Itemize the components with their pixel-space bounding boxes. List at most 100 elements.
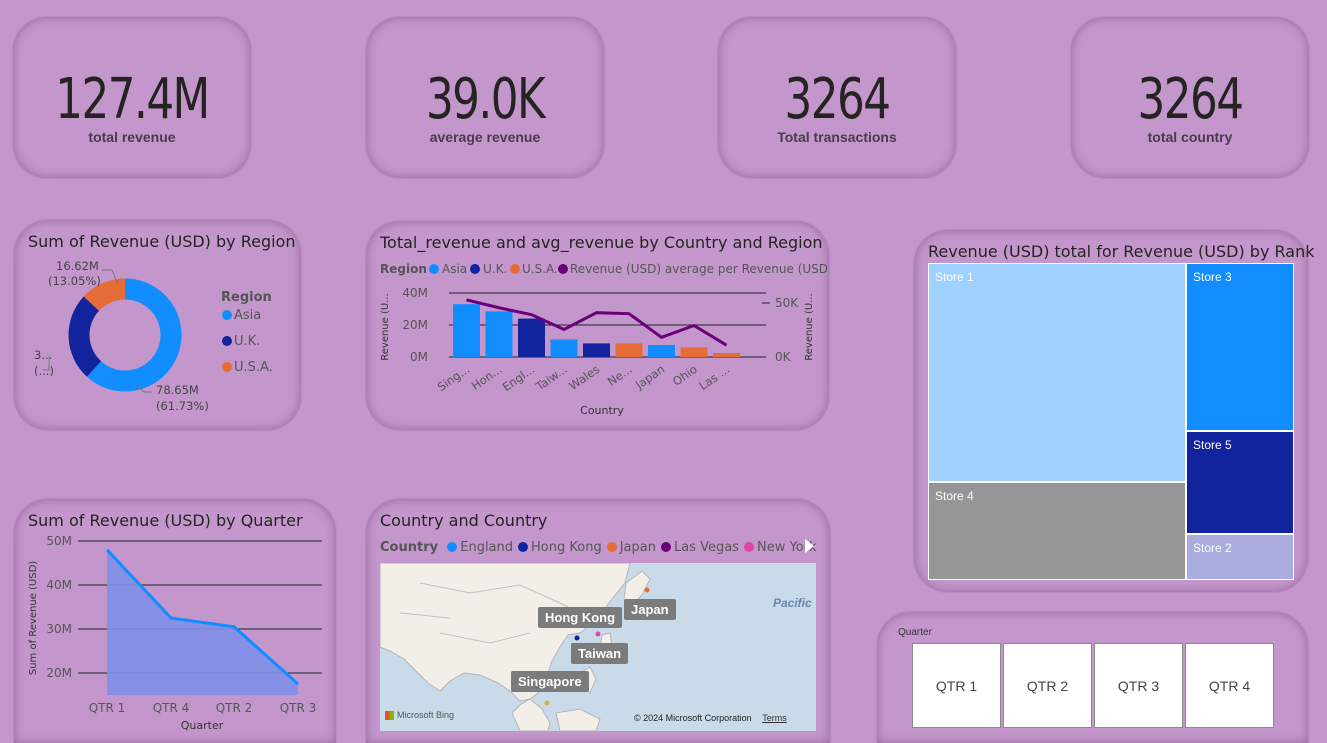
map-label-singapore: Singapore	[511, 671, 589, 692]
bar[interactable]	[615, 343, 643, 357]
region-donut-card[interactable]: Sum of Revenue (USD) by Region 16.62M (1…	[14, 220, 301, 430]
slicer-option-qtr-4[interactable]: QTR 4	[1185, 643, 1274, 728]
x-tick: QTR 4	[153, 701, 190, 715]
quarter-area-svg[interactable]: 50M 40M 30M 20M Sum of Revenue (USD) Qua…	[14, 499, 336, 743]
legend-marker	[222, 336, 232, 346]
x-tick: Las ...	[696, 362, 732, 393]
map-legend-item[interactable]: Japan	[606, 540, 656, 555]
donut-label-uk-pct: (...)	[34, 364, 54, 378]
legend-marker	[518, 542, 529, 552]
map-terms-link[interactable]: Terms	[762, 713, 787, 723]
bar[interactable]	[713, 353, 740, 357]
map-borders	[399, 582, 581, 644]
treemap-area[interactable]: Store 1 Store 4 Store 3 Store 5 Store 2	[928, 263, 1294, 580]
kpi-value: 3264	[784, 67, 891, 132]
legend-item: U.S.A.	[234, 360, 273, 375]
y-tick: 20M	[402, 318, 428, 332]
legend-avg-marker	[558, 264, 568, 274]
x-tick: QTR 3	[280, 701, 317, 715]
donut-label-usa-pct: (13.05%)	[48, 274, 101, 288]
map-legend-item[interactable]: Las Vegas	[660, 540, 739, 555]
map-point-singapore[interactable]	[544, 700, 550, 706]
bar[interactable]	[453, 304, 480, 357]
donut-slice-asia[interactable]	[86, 278, 182, 392]
bar[interactable]	[680, 347, 708, 357]
legend-title: Country	[380, 540, 439, 555]
treemap-card[interactable]: Revenue (USD) total for Revenue (USD) by…	[914, 230, 1315, 592]
legend-uk-marker	[470, 264, 480, 274]
chart-title: Total_revenue and avg_revenue by Country…	[380, 233, 823, 252]
x-tick: Ohio	[670, 362, 700, 389]
x-tick: Wales	[566, 362, 602, 393]
bar[interactable]	[550, 339, 578, 357]
map-point-japan[interactable]	[644, 587, 650, 593]
legend-asia-marker	[429, 264, 439, 274]
kpi-label: Total transactions	[777, 129, 897, 145]
kpi-value: 39.0K	[425, 67, 546, 132]
quarter-area-card[interactable]: Sum of Revenue (USD) by Quarter 50M 40M …	[14, 499, 336, 743]
treemap-tile-store-5[interactable]: Store 5	[1186, 431, 1294, 534]
slicer-option-qtr-3[interactable]: QTR 3	[1094, 643, 1183, 728]
microsoft-logo-icon	[385, 710, 394, 720]
quarter-slicer-card[interactable]: Quarter QTR 1 QTR 2 QTR 3 QTR 4	[877, 612, 1308, 743]
map-legend-item[interactable]: Hong Kong	[518, 540, 602, 555]
map-point-hong-kong[interactable]	[574, 635, 580, 641]
legend-title: Region	[380, 262, 427, 276]
bar[interactable]	[485, 311, 513, 357]
legend-marker	[447, 542, 458, 552]
kpi-total-transactions: 3264 Total transactions	[718, 17, 956, 178]
chart-title: Sum of Revenue (USD) by Quarter	[28, 511, 303, 530]
legend-marker	[660, 542, 671, 552]
bar[interactable]	[583, 343, 610, 357]
chart-title: Revenue (USD) total for Revenue (USD) by…	[928, 242, 1315, 261]
x-tick: Ne...	[605, 362, 635, 389]
area-line[interactable]	[105, 548, 299, 686]
kpi-label: average revenue	[429, 129, 541, 145]
combo-bars[interactable]	[453, 304, 740, 357]
region-donut-svg[interactable]: 16.62M (13.05%) 3... (...) 78.65M (61.73…	[14, 220, 301, 430]
y-tick: 40M	[402, 286, 428, 300]
treemap-tile-store-1[interactable]: Store 1	[928, 263, 1186, 482]
treemap-tile-store-2[interactable]: Store 2	[1186, 534, 1294, 580]
y2-tick: 50K	[775, 296, 799, 310]
map-label-taiwan: Taiwan	[571, 643, 629, 664]
map-legend: Country England Hong Kong Japan Las Vegas Ne…	[380, 540, 817, 555]
country-combo-svg[interactable]: Region Asia U.K. U.S.A. Revenue (USD) av…	[366, 221, 829, 430]
bar[interactable]	[518, 318, 545, 357]
x-tick: QTR 1	[89, 701, 126, 715]
map-card[interactable]: Country and Country Country England Hong …	[366, 499, 830, 743]
legend-uk: U.K.	[483, 262, 507, 276]
bar[interactable]	[648, 345, 675, 357]
map-legend-item[interactable]: New York	[743, 540, 817, 555]
x-tick: Hon...	[469, 362, 505, 393]
x-tick: Japan	[632, 362, 667, 392]
avg-revenue-line[interactable]	[466, 298, 728, 347]
legend-item: Asia	[234, 308, 261, 323]
treemap-tile-store-3[interactable]: Store 3	[1186, 263, 1294, 431]
y-tick: 50M	[46, 534, 72, 548]
country-combo-card[interactable]: Total_revenue and avg_revenue by Country…	[366, 221, 829, 430]
legend-next-arrow-icon[interactable]	[805, 539, 814, 553]
map-point-taiwan[interactable]	[595, 631, 601, 637]
x-tick: Engl...	[500, 362, 538, 394]
donut-slice-usa[interactable]	[83, 278, 125, 311]
legend-marker	[606, 542, 617, 552]
legend-title: Region	[221, 290, 272, 305]
kpi-average-revenue: 39.0K average revenue	[366, 17, 604, 178]
map-brand: Microsoft Bing	[385, 710, 454, 720]
slicer-option-qtr-2[interactable]: QTR 2	[1003, 643, 1092, 728]
legend-marker	[743, 542, 754, 552]
donut[interactable]	[68, 278, 182, 392]
kpi-label: total revenue	[88, 129, 176, 145]
donut-slice-uk[interactable]	[68, 296, 102, 377]
map-canvas[interactable]: Hong Kong Japan Taiwan Singapore Pacific…	[380, 563, 816, 731]
donut-legend: Asia U.K. U.S.A.	[222, 308, 273, 375]
map-landmass	[511, 698, 551, 731]
chart-title: Country and Country	[380, 511, 548, 530]
map-land-svg	[380, 563, 651, 731]
legend-marker	[222, 362, 232, 372]
slicer-option-qtr-1[interactable]: QTR 1	[912, 643, 1001, 728]
map-legend-item[interactable]: England	[447, 540, 513, 555]
y2-tick: 0K	[775, 350, 792, 364]
treemap-tile-store-4[interactable]: Store 4	[928, 482, 1186, 580]
